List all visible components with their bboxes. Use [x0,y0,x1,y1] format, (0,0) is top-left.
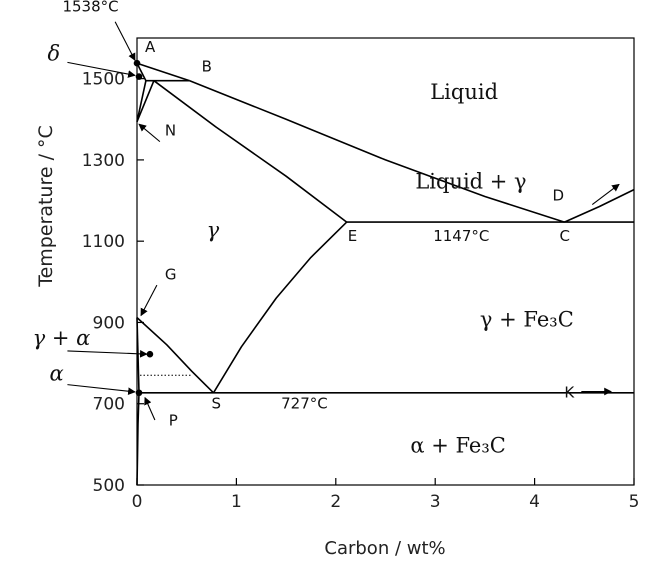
phase-gamma: γ [207,218,220,242]
x-tick-label: 4 [529,492,540,512]
phase-liquid: Liquid [430,80,498,104]
y-axis-ticks: 500 700 900 1100 1300 1500 [82,70,144,496]
curve-alpha-boundary-GP [136,317,140,393]
curve-solidus-E [153,80,348,223]
curve-delta-gamma-right [136,80,155,123]
phase-liquid-gamma: Liquid + γ [415,169,526,193]
arrow-G [140,284,158,317]
x-axis-ticks: 0 1 2 3 4 5 [132,478,640,512]
label-G: G [165,265,177,283]
arrow-1538 [114,21,136,62]
curve-line-CD [564,188,635,223]
point-A [133,59,141,67]
x-tick-label: 3 [430,492,441,512]
label-727: 727°C [281,395,328,413]
label-D: D [552,187,564,205]
x-axis-label: Carbon / wt% [324,538,445,559]
label-N: N [165,122,176,140]
arrow-gamma-alpha [67,350,148,358]
x-tick-label: 5 [629,492,640,512]
curve-a3-GS [136,317,215,394]
y-tick-label: 1500 [82,70,125,90]
x-tick-label: 0 [132,492,143,512]
label-E: E [348,227,357,245]
label-delta: δ [48,41,61,65]
arrow-delta [67,61,136,78]
label-P: P [169,412,178,430]
label-gamma-alpha: γ + α [33,326,91,350]
phase-alpha-fe3c: α + Fe₃C [410,433,505,457]
label-alpha: α [50,362,64,386]
y-axis-label: Temperature / °C [35,125,57,288]
x-tick-label: 2 [330,492,341,512]
point-delta [135,73,143,80]
y-tick-label: 1300 [82,151,125,171]
curve-liquidus-AB [136,62,190,82]
plot-frame [136,37,635,486]
label-A: A [145,38,156,56]
point-gamma-alpha [146,350,154,358]
label-B: B [202,57,212,75]
y-tick-label: 700 [93,395,125,415]
y-tick-label: 500 [93,476,125,496]
phase-boundaries [136,62,635,486]
curve-acm-SE [212,221,348,394]
annotations: A B N E C D G S P K 1147°C 727°C 1538°C Liquid Liquid … [33,0,620,457]
phase-gamma-fe3c: γ + Fe₃C [480,308,574,332]
arrow-N [138,123,161,143]
curve-delta-gamma-left [136,80,147,122]
x-tick-label: 1 [231,492,242,512]
y-tick-label: 900 [93,313,125,333]
curve-alpha-solvus [136,392,140,486]
label-K: K [564,384,575,402]
label-1538: 1538°C [62,0,118,16]
label-S: S [212,395,222,413]
point-alpha [135,389,143,397]
y-tick-label: 1100 [82,232,125,252]
arrow-P [144,396,156,421]
label-1147: 1147°C [433,227,489,245]
arrow-alpha [67,384,136,396]
label-C: C [559,227,569,245]
curve-liquidus-BC [189,79,565,223]
arrow-D [591,183,620,206]
